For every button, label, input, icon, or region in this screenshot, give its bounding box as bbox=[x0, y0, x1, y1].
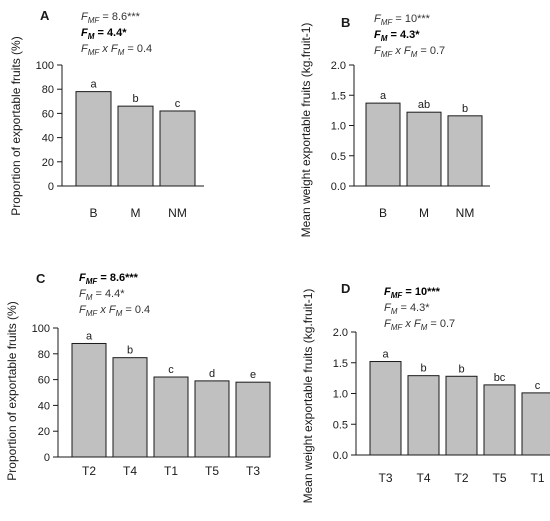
y-tick-label: 100 bbox=[32, 323, 50, 335]
significance-letter: a bbox=[90, 79, 97, 91]
significance-letter: c bbox=[535, 380, 541, 392]
significance-letter: d bbox=[209, 368, 215, 380]
significance-letter: c bbox=[168, 364, 174, 376]
x-tick-label: B bbox=[89, 206, 97, 220]
stat-line: FM = 4.3* bbox=[374, 29, 420, 43]
significance-letter: b bbox=[132, 93, 138, 105]
y-tick-label: 80 bbox=[42, 84, 54, 96]
y-axis-label: Proportion of exportable fruits (%) bbox=[5, 301, 19, 480]
y-tick-label: 0.0 bbox=[331, 181, 346, 193]
panel-c: C FMF = 8.6*** FM = 4.4* FMF x FM = 0.4 Prop… bbox=[5, 271, 271, 481]
significance-letter: c bbox=[175, 98, 181, 110]
significance-letter: b bbox=[127, 345, 133, 357]
significance-letter: a bbox=[86, 330, 93, 342]
significance-letter: ab bbox=[418, 99, 430, 111]
y-tick-label: 1.0 bbox=[331, 121, 346, 133]
stat-line: FMF x FM = 0.4 bbox=[81, 43, 152, 57]
panel-letter: A bbox=[40, 8, 50, 23]
y-axis-label: Mean weight exportable fruits (kg.fruit-… bbox=[301, 289, 315, 504]
stat-line: FMF x FM = 0.7 bbox=[384, 318, 455, 332]
stat-line: FMF = 8.6*** bbox=[79, 272, 139, 286]
bar bbox=[407, 375, 440, 456]
y-tick-label: 60 bbox=[38, 375, 50, 387]
significance-letter: bc bbox=[494, 372, 506, 384]
y-tick-label: 40 bbox=[42, 133, 54, 145]
panel-letter: B bbox=[341, 15, 350, 30]
stat-line: FMF = 10*** bbox=[374, 13, 431, 27]
y-tick-label: 1.0 bbox=[333, 389, 348, 401]
y-tick-label: 0 bbox=[48, 181, 54, 193]
bar bbox=[117, 105, 154, 187]
panel-b: B FMF = 10*** FM = 4.3* FMF x FM = 0.7 Mean … bbox=[299, 13, 490, 237]
panel-letter: C bbox=[36, 271, 46, 286]
x-tick-label: T2 bbox=[82, 464, 96, 478]
x-tick-label: T1 bbox=[530, 471, 544, 485]
x-tick-label: M bbox=[419, 206, 429, 220]
y-tick-label: 100 bbox=[36, 60, 54, 72]
y-axis-label: Mean weight exportable fruits (kg.fruit-… bbox=[299, 23, 313, 238]
x-tick-label: NM bbox=[456, 206, 475, 220]
stat-line: FM = 4.4* bbox=[81, 27, 127, 41]
bar bbox=[159, 110, 196, 187]
significance-letter: e bbox=[250, 369, 256, 381]
x-tick-label: B bbox=[379, 206, 387, 220]
y-tick-label: 0.5 bbox=[331, 151, 346, 163]
panel-a: A FMF = 8.6*** FM = 4.4* FMF x FM = 0.4 Prop… bbox=[9, 8, 204, 220]
x-tick-label: NM bbox=[168, 206, 187, 220]
x-tick-label: T5 bbox=[492, 471, 506, 485]
y-tick-label: 1.5 bbox=[333, 358, 348, 370]
bar bbox=[112, 357, 148, 458]
y-tick-label: 20 bbox=[42, 157, 54, 169]
bar bbox=[365, 102, 401, 187]
bar bbox=[75, 91, 112, 187]
bar bbox=[445, 375, 478, 456]
bar bbox=[521, 392, 550, 456]
stat-line: FM = 4.4* bbox=[79, 288, 125, 302]
x-tick-label: T4 bbox=[416, 471, 430, 485]
bar bbox=[406, 111, 442, 187]
bar bbox=[483, 384, 516, 456]
bar bbox=[71, 342, 107, 458]
y-tick-label: 2.0 bbox=[331, 60, 346, 72]
x-tick-label: T5 bbox=[205, 464, 219, 478]
panel-d: D FMF = 10*** FM = 4.3* FMF x FM = 0.7 Mean … bbox=[301, 281, 550, 503]
panel-letter: D bbox=[341, 281, 350, 296]
significance-letter: a bbox=[382, 349, 389, 361]
x-tick-label: T3 bbox=[246, 464, 260, 478]
stat-line: FMF = 8.6*** bbox=[81, 11, 141, 25]
bar bbox=[153, 376, 189, 458]
bar bbox=[369, 361, 402, 456]
y-tick-label: 0 bbox=[44, 452, 50, 464]
x-tick-label: M bbox=[131, 206, 141, 220]
y-axis-label: Proportion of exportable fruits (%) bbox=[9, 36, 23, 215]
significance-letter: a bbox=[380, 90, 387, 102]
x-tick-label: T3 bbox=[378, 471, 392, 485]
stat-line: FMF = 10*** bbox=[384, 286, 441, 300]
x-tick-label: T1 bbox=[164, 464, 178, 478]
x-tick-label: T2 bbox=[454, 471, 468, 485]
y-tick-label: 20 bbox=[38, 426, 50, 438]
bar bbox=[194, 380, 230, 458]
significance-letter: b bbox=[462, 103, 468, 115]
y-tick-label: 60 bbox=[42, 108, 54, 120]
y-tick-label: 0.0 bbox=[333, 450, 348, 462]
bar bbox=[235, 381, 271, 458]
y-tick-label: 40 bbox=[38, 400, 50, 412]
y-tick-label: 0.5 bbox=[333, 419, 348, 431]
stat-line: FM = 4.3* bbox=[384, 302, 430, 316]
significance-letter: b bbox=[458, 363, 464, 375]
y-tick-label: 2.0 bbox=[333, 327, 348, 339]
stat-line: FMF x FM = 0.7 bbox=[374, 45, 445, 59]
y-tick-label: 80 bbox=[38, 349, 50, 361]
y-tick-label: 1.5 bbox=[331, 90, 346, 102]
x-tick-label: T4 bbox=[123, 464, 137, 478]
bar bbox=[447, 115, 483, 187]
significance-letter: b bbox=[420, 363, 426, 375]
stat-line: FMF x FM = 0.4 bbox=[79, 304, 150, 318]
